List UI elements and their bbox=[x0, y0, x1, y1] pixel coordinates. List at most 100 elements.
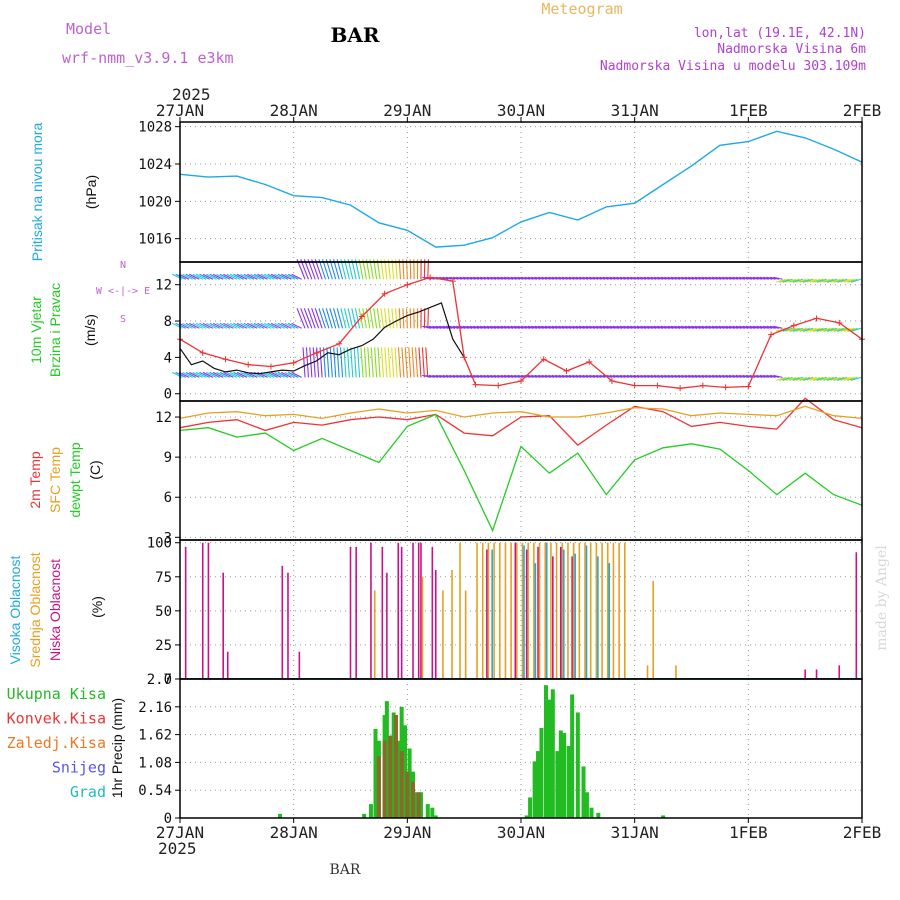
wind-arrow bbox=[619, 325, 630, 329]
wind-arrow bbox=[705, 374, 715, 378]
wind-arrow bbox=[613, 276, 623, 280]
wind-arrow bbox=[568, 276, 578, 280]
year-label-top: 2025 bbox=[172, 85, 211, 104]
wind-arrow bbox=[524, 325, 534, 329]
wind-arrow bbox=[735, 374, 746, 378]
wind-arrow bbox=[820, 278, 831, 283]
wind-arrow bbox=[691, 325, 701, 329]
wind-arrow bbox=[671, 276, 681, 280]
wind-arrow bbox=[653, 276, 664, 280]
wind-arrow bbox=[595, 374, 606, 378]
wind-arrow bbox=[813, 278, 824, 283]
wind-arrow bbox=[497, 374, 507, 378]
wind-ylabel-2: Brzina i Pravac bbox=[47, 283, 63, 377]
wind-arrow bbox=[830, 327, 841, 332]
wind-arrow bbox=[247, 273, 258, 280]
wind-arrow bbox=[688, 325, 698, 329]
wind-arrow bbox=[602, 325, 613, 329]
wind-arrow bbox=[340, 308, 347, 329]
wind-arrow bbox=[514, 374, 524, 378]
wind-arrow bbox=[681, 374, 691, 378]
wind-arrow bbox=[493, 325, 503, 329]
wind-arrow bbox=[725, 374, 735, 378]
wind-arrow bbox=[739, 374, 749, 378]
wind-arrow bbox=[657, 276, 667, 280]
precip-legend: Ukupna Kisa Konvek.Kisa Zaledj.Kisa Snijeg G… bbox=[7, 685, 106, 801]
wind-arrow bbox=[715, 276, 725, 280]
wind-arrow bbox=[548, 276, 558, 280]
wind-arrow bbox=[402, 308, 405, 329]
y-tick-label: 6 bbox=[164, 490, 172, 506]
wind-arrow bbox=[459, 374, 469, 378]
wind-arrow bbox=[296, 308, 306, 329]
wind-arrow bbox=[633, 325, 643, 329]
wind-arrow bbox=[303, 308, 313, 329]
wind-arrow bbox=[233, 371, 244, 378]
wind-arrow bbox=[219, 322, 231, 329]
wind-arrow bbox=[500, 276, 510, 280]
wind-arrow bbox=[840, 327, 851, 332]
wind-arrow bbox=[307, 308, 316, 329]
wind-arrow bbox=[820, 327, 831, 332]
y-tick-label: 0.54 bbox=[138, 783, 172, 799]
wind-arrow bbox=[178, 273, 190, 280]
wind-arrow bbox=[503, 374, 514, 378]
gust-marker bbox=[222, 356, 229, 363]
total-precip-bar bbox=[547, 699, 552, 818]
wind-arrow bbox=[589, 325, 599, 329]
wind-arrow bbox=[291, 273, 302, 280]
wind-arrow bbox=[270, 273, 282, 280]
wind-arrow bbox=[219, 273, 231, 280]
wind-arrow bbox=[728, 276, 739, 280]
wind-arrow bbox=[623, 325, 633, 329]
wind-arrow bbox=[300, 308, 309, 329]
wind-arrow bbox=[411, 347, 415, 378]
wind-arrow bbox=[456, 325, 466, 329]
wind-arrow bbox=[216, 322, 227, 329]
wind-arrow bbox=[782, 278, 793, 283]
wind-arrow bbox=[613, 374, 623, 378]
wind-arrow bbox=[500, 325, 510, 329]
wind-arrow bbox=[837, 376, 848, 381]
y-tick-label: 75 bbox=[155, 570, 172, 586]
wind-arrow bbox=[647, 374, 657, 378]
wind-arrow bbox=[698, 276, 708, 280]
wind-arrow bbox=[346, 347, 350, 378]
wind-arrow bbox=[715, 325, 725, 329]
wind-arrow bbox=[799, 376, 810, 381]
gust-marker bbox=[677, 385, 684, 392]
wind-arrow bbox=[206, 273, 217, 280]
wind-arrow bbox=[742, 374, 752, 378]
wind-arrow bbox=[531, 325, 541, 329]
wind-arrow bbox=[701, 276, 711, 280]
convective-precip-bar bbox=[382, 740, 387, 818]
x-tick-label-bottom: 29JAN bbox=[383, 823, 431, 842]
wind-arrow bbox=[701, 325, 711, 329]
wind-arrow bbox=[427, 308, 429, 329]
wind-arrow bbox=[226, 322, 238, 329]
wind-arrow bbox=[456, 276, 466, 280]
dewpt-line bbox=[179, 413, 863, 533]
wind-arrow bbox=[677, 374, 688, 378]
total-precip-bar bbox=[362, 813, 367, 818]
wind-arrow bbox=[756, 276, 766, 280]
gust-marker bbox=[472, 381, 479, 388]
wind-arrow bbox=[820, 376, 831, 381]
wind-arrow bbox=[606, 276, 616, 280]
wind-arrow bbox=[195, 273, 207, 280]
x-tick-label-bottom: 1FEB bbox=[729, 823, 768, 842]
total-precip-bar bbox=[414, 792, 419, 818]
wind-arrow bbox=[192, 273, 203, 280]
precip-axis-labels: 1hr Precip (mm) Ukupna Kisa Konvek.Kisa Za… bbox=[7, 685, 125, 801]
pressure-axis-labels: Pritisak na nivou mora (hPa) bbox=[29, 123, 99, 262]
wind-arrow bbox=[616, 374, 626, 378]
wind-arrow bbox=[432, 325, 442, 329]
wind-arrow bbox=[243, 371, 255, 378]
wind-arrow bbox=[802, 278, 814, 283]
wind-arrow bbox=[329, 308, 337, 329]
wind-arrow bbox=[826, 327, 838, 332]
wind-arrow bbox=[823, 376, 834, 381]
wind-arrow bbox=[643, 325, 653, 329]
wind-arrow bbox=[555, 325, 565, 329]
wind-arrow bbox=[240, 371, 251, 378]
